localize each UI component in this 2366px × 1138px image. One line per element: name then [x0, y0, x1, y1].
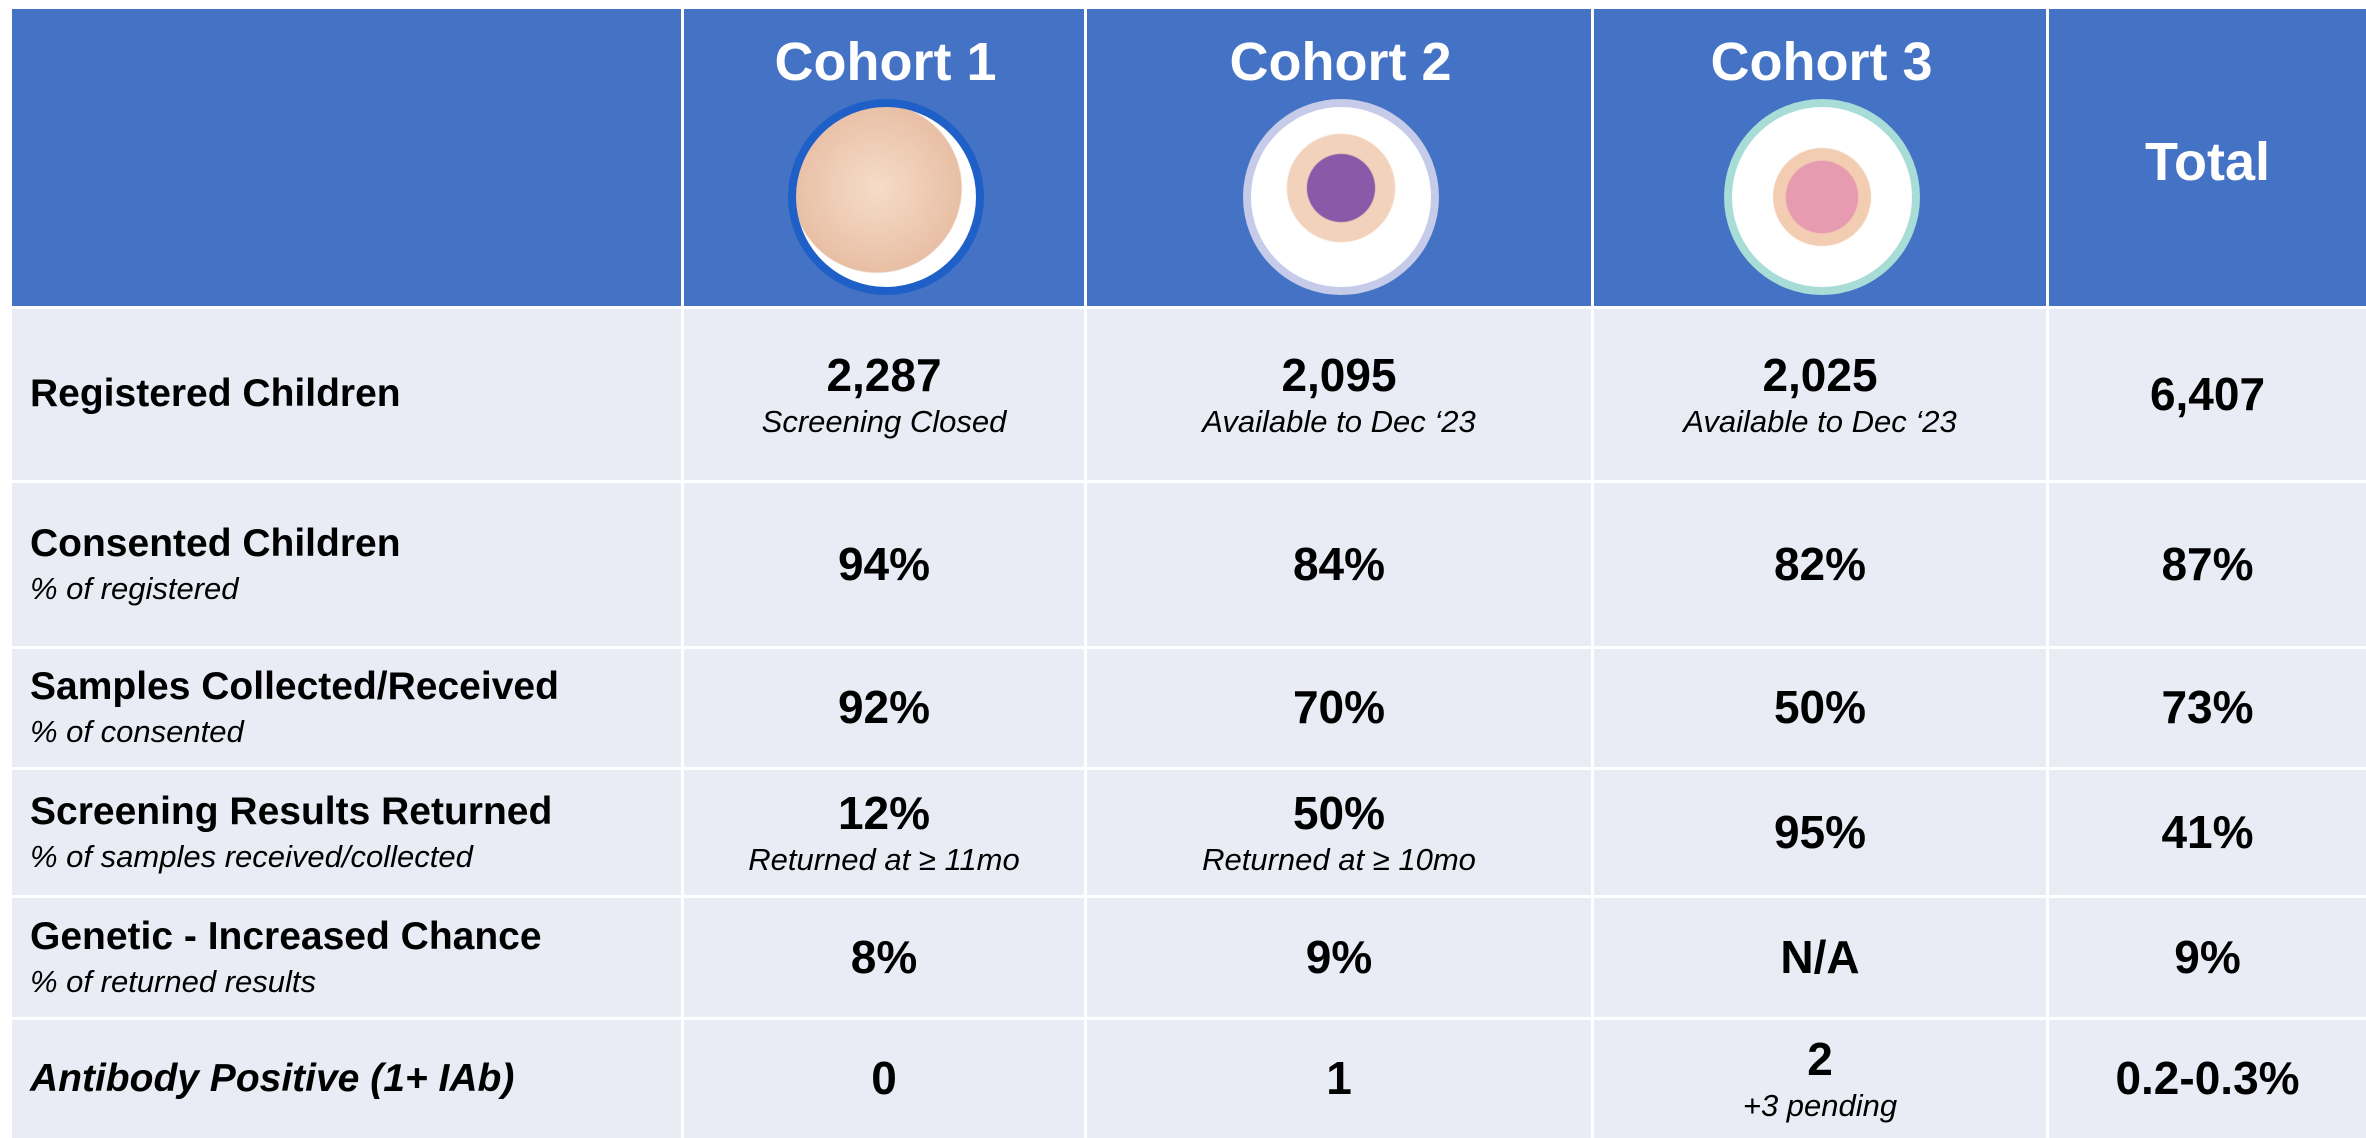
cell-value: 2,025 — [1762, 348, 1878, 401]
data-cell: 12% Returned at ≥ 11mo — [684, 770, 1084, 895]
column-title: Total — [2145, 132, 2270, 192]
data-cell: 92% — [684, 649, 1084, 767]
cell-value: 2,095 — [1281, 348, 1397, 401]
data-cell: 94% — [684, 483, 1084, 646]
cell-value: 84% — [1292, 537, 1386, 590]
data-cell: 0 — [684, 1020, 1084, 1138]
cell-value: 6,407 — [2149, 367, 2266, 420]
row-label-cell: Screening Results Returned % of samples r… — [12, 770, 681, 895]
cell-value: 2,287 — [826, 348, 942, 401]
column-title: Cohort 2 — [1229, 32, 1452, 92]
data-cell: 84% — [1087, 483, 1591, 646]
data-cell: 1 — [1087, 1020, 1591, 1138]
cohort-photo — [787, 99, 984, 295]
data-cell: 9% — [1087, 898, 1591, 1017]
cell-value: 41% — [2161, 805, 2254, 858]
cell-value: 12% — [837, 786, 931, 839]
data-cell: 41% — [2049, 770, 2366, 895]
row-label-cell: Antibody Positive (1+ IAb) — [12, 1020, 681, 1138]
header-cell: Cohort 1 — [684, 9, 1084, 306]
header-cell: Total — [2049, 9, 2366, 306]
cell-value: N/A — [1780, 930, 1860, 983]
cell-value: 70% — [1292, 681, 1386, 734]
cell-value: 92% — [837, 681, 931, 734]
data-cell: 2,287 Screening Closed — [684, 309, 1084, 480]
cell-value: 50% — [1773, 681, 1867, 734]
cell-value: 95% — [1773, 805, 1867, 858]
row-label: Antibody Positive (1+ IAb) — [30, 1056, 515, 1100]
row-sublabel: % of consented — [30, 714, 244, 750]
data-cell: 9% — [2049, 898, 2366, 1017]
row-label-cell: Consented Children % of registered — [12, 483, 681, 646]
cell-value: 87% — [2161, 537, 2254, 590]
row-label-cell: Samples Collected/Received % of consented — [12, 649, 681, 767]
data-cell: 2 +3 pending — [1594, 1020, 2046, 1138]
cell-note: Returned at ≥ 11mo — [748, 841, 1020, 877]
row-label: Samples Collected/Received — [30, 665, 559, 709]
cell-note: Available to Dec ‘23 — [1683, 403, 1957, 439]
row-sublabel: % of samples received/collected — [30, 838, 473, 874]
cell-note: Available to Dec ‘23 — [1202, 403, 1476, 439]
data-cell: 2,025 Available to Dec ‘23 — [1594, 309, 2046, 480]
cell-value: 94% — [837, 537, 931, 590]
data-cell: 2,095 Available to Dec ‘23 — [1087, 309, 1591, 480]
data-cell: 8% — [684, 898, 1084, 1017]
row-label: Consented Children — [30, 521, 401, 565]
data-cell: 50% — [1594, 649, 2046, 767]
header-cell: Cohort 2 — [1087, 9, 1591, 306]
header-cell: Cohort 3 — [1594, 9, 2046, 306]
cell-value: 0.2-0.3% — [2115, 1052, 2300, 1105]
cohort-photo — [1723, 99, 1920, 295]
data-cell: 95% — [1594, 770, 2046, 895]
row-label: Screening Results Returned — [30, 789, 553, 833]
cell-value: 82% — [1773, 537, 1867, 590]
cell-note: +3 pending — [1742, 1088, 1898, 1124]
data-cell: N/A — [1594, 898, 2046, 1017]
data-cell: 50% Returned at ≥ 10mo — [1087, 770, 1591, 895]
data-cell: 82% — [1594, 483, 2046, 646]
cell-note: Returned at ≥ 10mo — [1202, 841, 1476, 877]
header-corner — [12, 9, 681, 306]
row-label-cell: Genetic - Increased Chance % of returned … — [12, 898, 681, 1017]
cell-value: 73% — [2161, 681, 2254, 734]
row-label: Registered Children — [30, 372, 401, 416]
cell-value: 9% — [2174, 930, 2241, 983]
column-title: Cohort 1 — [774, 32, 997, 92]
data-cell: 70% — [1087, 649, 1591, 767]
row-sublabel: % of registered — [30, 570, 239, 606]
row-label: Genetic - Increased Chance — [30, 914, 542, 958]
data-cell: 0.2-0.3% — [2049, 1020, 2366, 1138]
cell-value: 0 — [871, 1052, 897, 1105]
row-label-cell: Registered Children — [12, 309, 681, 480]
data-cell: 6,407 — [2049, 309, 2366, 480]
cell-note: Screening Closed — [761, 403, 1007, 439]
column-title: Cohort 3 — [1710, 32, 1933, 92]
cell-value: 8% — [850, 930, 918, 983]
row-sublabel: % of returned results — [30, 963, 317, 999]
cell-value: 50% — [1292, 786, 1386, 839]
data-cell: 73% — [2049, 649, 2366, 767]
cell-value: 1 — [1326, 1052, 1352, 1105]
data-cell: 87% — [2049, 483, 2366, 646]
cell-value: 2 — [1807, 1033, 1833, 1086]
cohort-photo — [1242, 99, 1439, 295]
cell-value: 9% — [1305, 930, 1373, 983]
